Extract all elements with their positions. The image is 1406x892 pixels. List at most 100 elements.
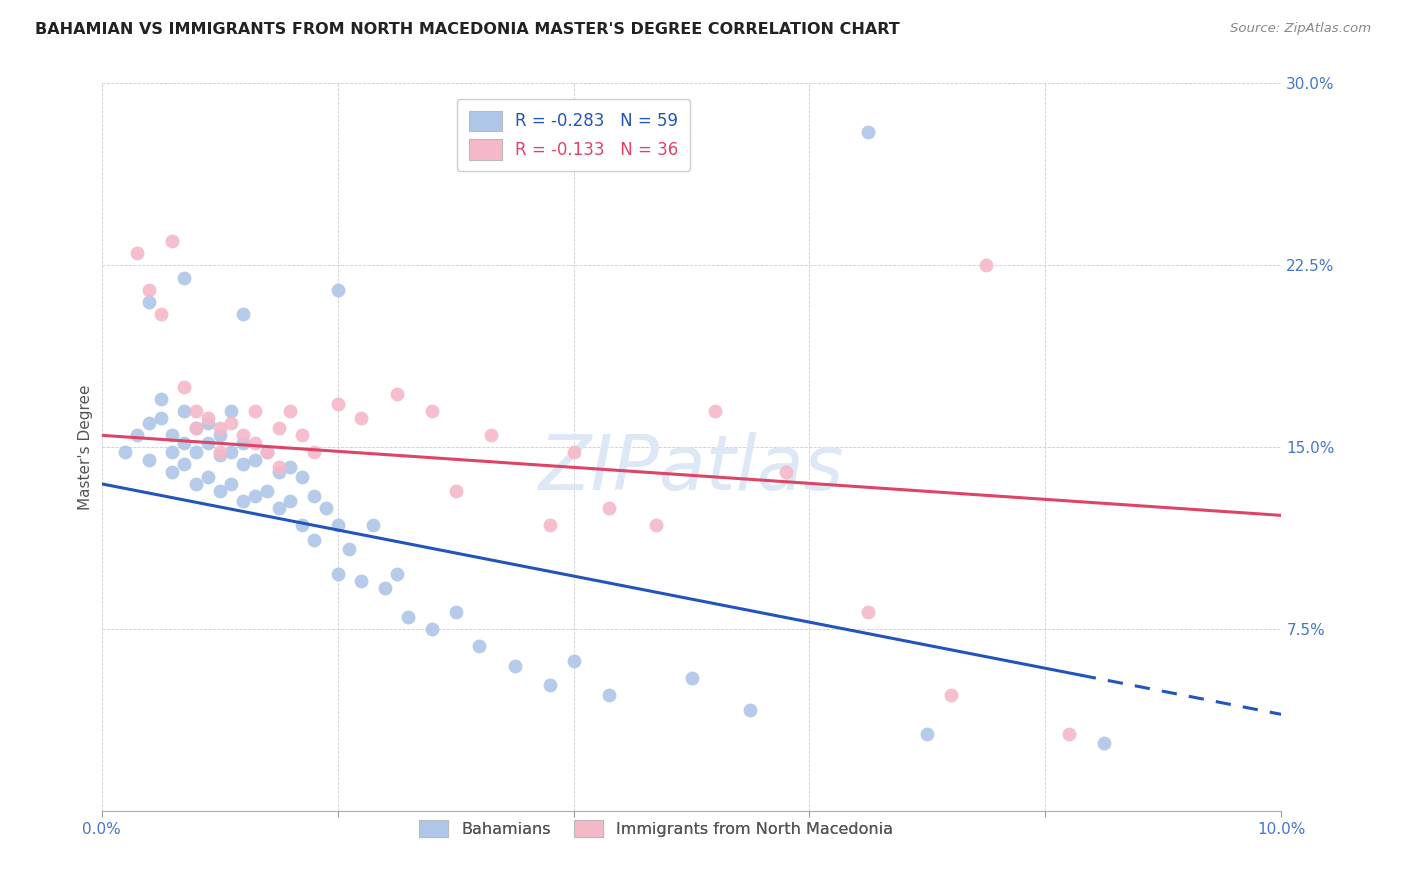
Point [184, 476, 207, 491]
Point [173, 404, 195, 418]
Point [267, 501, 290, 516]
Point [162, 234, 184, 248]
Point [291, 518, 314, 533]
Point [326, 518, 349, 533]
Point [704, 404, 727, 418]
Point [326, 283, 349, 297]
Point [976, 259, 998, 273]
Point [858, 606, 880, 620]
Point [208, 421, 231, 435]
Point [280, 459, 302, 474]
Point [598, 688, 620, 702]
Point [326, 397, 349, 411]
Point [256, 484, 278, 499]
Point [444, 484, 467, 499]
Point [114, 445, 136, 459]
Point [243, 489, 266, 503]
Point [468, 640, 491, 654]
Point [326, 566, 349, 581]
Point [125, 428, 148, 442]
Point [1057, 727, 1080, 741]
Point [598, 501, 620, 516]
Point [775, 465, 797, 479]
Point [858, 125, 880, 139]
Point [138, 416, 160, 430]
Point [184, 445, 207, 459]
Point [1094, 737, 1116, 751]
Point [645, 518, 668, 533]
Point [149, 392, 172, 406]
Point [350, 574, 373, 588]
Point [562, 445, 585, 459]
Point [503, 658, 526, 673]
Point [162, 445, 184, 459]
Point [267, 459, 290, 474]
Point [479, 428, 502, 442]
Point [149, 307, 172, 321]
Point [243, 404, 266, 418]
Point [197, 435, 219, 450]
Point [302, 533, 325, 547]
Point [291, 428, 314, 442]
Point [232, 435, 254, 450]
Point [337, 542, 360, 557]
Point [221, 445, 243, 459]
Point [125, 246, 148, 260]
Point [232, 428, 254, 442]
Point [197, 416, 219, 430]
Point [221, 404, 243, 418]
Point [184, 421, 207, 435]
Point [939, 688, 962, 702]
Point [173, 435, 195, 450]
Point [302, 445, 325, 459]
Point [385, 566, 408, 581]
Point [197, 469, 219, 483]
Text: BAHAMIAN VS IMMIGRANTS FROM NORTH MACEDONIA MASTER'S DEGREE CORRELATION CHART: BAHAMIAN VS IMMIGRANTS FROM NORTH MACEDO… [35, 22, 900, 37]
Point [173, 458, 195, 472]
Point [740, 702, 762, 716]
Point [302, 489, 325, 503]
Point [162, 465, 184, 479]
Point [232, 307, 254, 321]
Text: Source: ZipAtlas.com: Source: ZipAtlas.com [1230, 22, 1371, 36]
Point [197, 411, 219, 425]
Point [173, 380, 195, 394]
Point [280, 404, 302, 418]
Point [243, 452, 266, 467]
Point [221, 476, 243, 491]
Point [385, 387, 408, 401]
Point [267, 421, 290, 435]
Point [138, 283, 160, 297]
Point [138, 452, 160, 467]
Point [374, 581, 396, 595]
Point [562, 654, 585, 668]
Point [291, 469, 314, 483]
Point [315, 501, 337, 516]
Point [256, 445, 278, 459]
Point [138, 294, 160, 309]
Point [208, 448, 231, 462]
Point [361, 518, 384, 533]
Point [232, 493, 254, 508]
Point [256, 445, 278, 459]
Point [350, 411, 373, 425]
Point [538, 518, 561, 533]
Point [184, 404, 207, 418]
Point [208, 445, 231, 459]
Point [184, 421, 207, 435]
Point [162, 428, 184, 442]
Point [243, 435, 266, 450]
Point [917, 727, 939, 741]
Point [232, 458, 254, 472]
Point [208, 428, 231, 442]
Point [444, 606, 467, 620]
Point [267, 465, 290, 479]
Point [173, 270, 195, 285]
Point [280, 493, 302, 508]
Point [538, 678, 561, 692]
Point [221, 416, 243, 430]
Point [149, 411, 172, 425]
Text: ZIPatlas: ZIPatlas [538, 433, 844, 507]
Point [420, 623, 443, 637]
Point [420, 404, 443, 418]
